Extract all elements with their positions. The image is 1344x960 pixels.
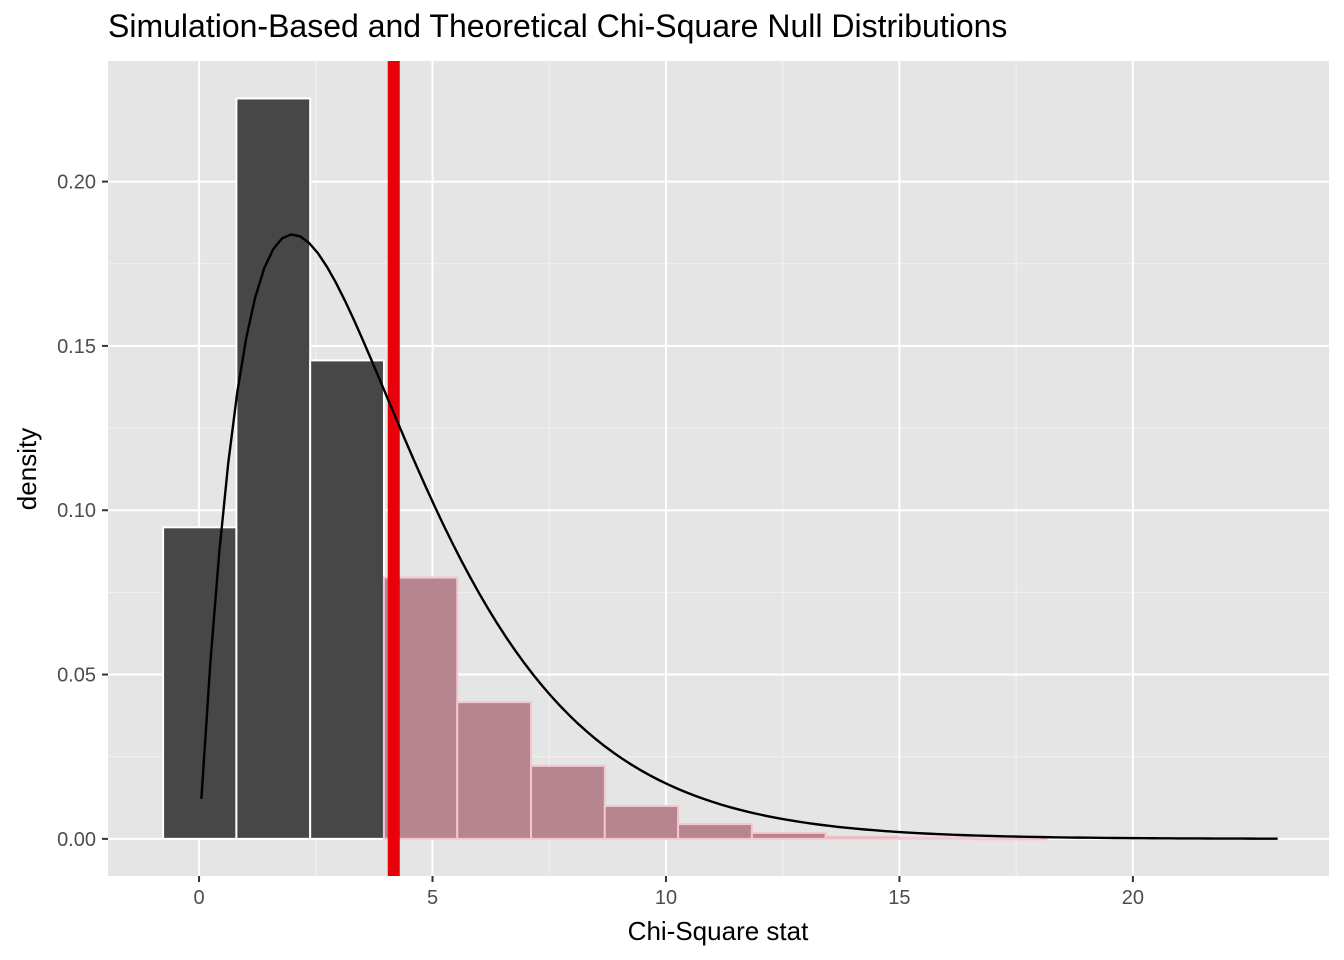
histogram-bar-1 — [162, 526, 238, 840]
chart-title: Simulation-Based and Theoretical Chi-Squ… — [108, 8, 1008, 44]
histogram-bar-2 — [235, 97, 312, 840]
histogram-bar-8 — [677, 823, 753, 840]
x-axis-title: Chi-Square stat — [628, 916, 809, 946]
y-tick-label: 0.05 — [57, 665, 96, 687]
x-tick-label: 5 — [427, 887, 438, 909]
y-tick-label: 0.15 — [57, 336, 96, 358]
histogram-bar-5 — [456, 701, 533, 840]
histogram-bar-10 — [824, 835, 900, 840]
x-tick-label: 20 — [1122, 887, 1144, 909]
y-tick-label: 0.00 — [57, 829, 96, 851]
histogram-bar-9 — [750, 831, 827, 840]
theoretical-curve-group — [200, 233, 1278, 840]
y-tick-label: 0.20 — [57, 172, 96, 194]
theoretical-density-curve — [200, 233, 1278, 840]
histogram-bar-3 — [309, 359, 385, 840]
histogram-bar-6 — [530, 764, 606, 840]
x-tick-label: 15 — [888, 887, 910, 909]
x-tick-label: 0 — [193, 887, 204, 909]
histogram-bar-7 — [603, 805, 680, 840]
x-tick-label: 10 — [655, 887, 677, 909]
axis-ticks: 0 5 10 15 20 0.00 0.05 0.10 0.15 0.20 — [57, 172, 1144, 909]
histogram-bar-12 — [971, 837, 1048, 841]
y-axis-title: density — [12, 428, 42, 510]
histogram-bar-11 — [897, 836, 974, 840]
y-tick-label: 0.10 — [57, 500, 96, 522]
